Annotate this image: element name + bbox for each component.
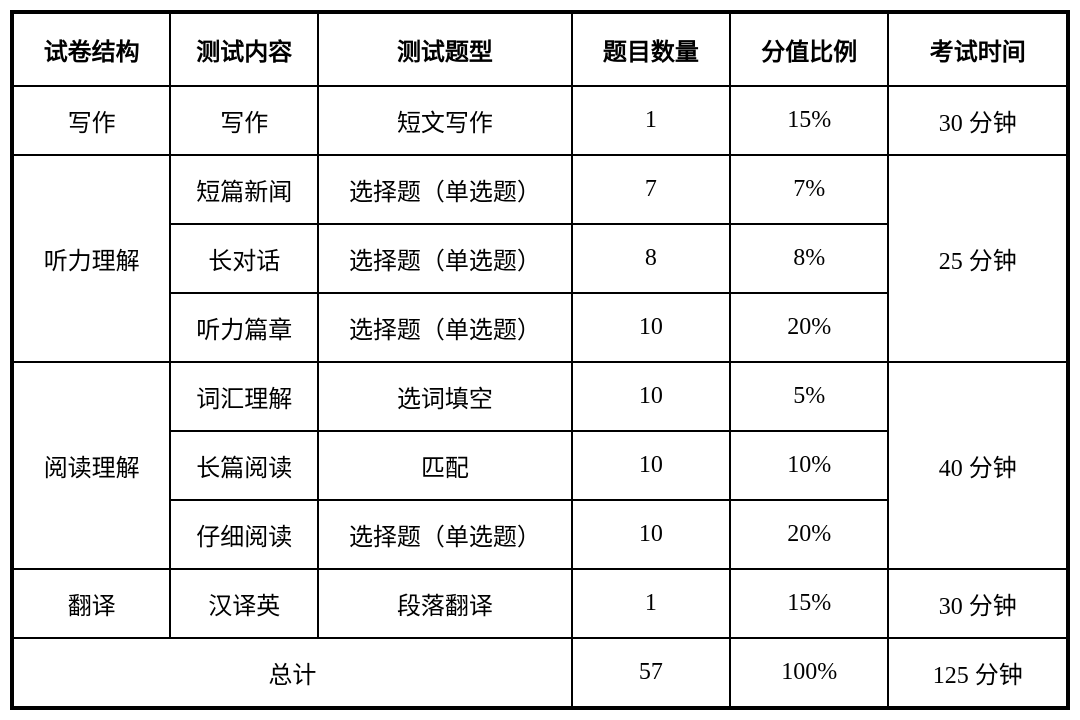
cell-time: 30 分钟 (888, 569, 1068, 638)
cell-content: 词汇理解 (170, 362, 318, 431)
cell-content: 听力篇章 (170, 293, 318, 362)
header-structure: 试卷结构 (12, 12, 170, 86)
cell-content: 仔细阅读 (170, 500, 318, 569)
cell-count: 7 (572, 155, 730, 224)
cell-type: 选择题（单选题） (318, 224, 571, 293)
cell-type: 选词填空 (318, 362, 571, 431)
cell-count: 10 (572, 293, 730, 362)
header-content: 测试内容 (170, 12, 318, 86)
cell-score: 5% (730, 362, 888, 431)
header-score: 分值比例 (730, 12, 888, 86)
cell-count: 1 (572, 86, 730, 155)
table-row: 听力理解 短篇新闻 选择题（单选题） 7 7% 25 分钟 (12, 155, 1068, 224)
cell-total-label: 总计 (12, 638, 572, 708)
cell-total-time: 125 分钟 (888, 638, 1068, 708)
header-time: 考试时间 (888, 12, 1068, 86)
table-row: 写作 写作 短文写作 1 15% 30 分钟 (12, 86, 1068, 155)
cell-score: 7% (730, 155, 888, 224)
cell-score: 10% (730, 431, 888, 500)
cell-count: 1 (572, 569, 730, 638)
cell-content: 短篇新闻 (170, 155, 318, 224)
cell-content: 长对话 (170, 224, 318, 293)
cell-count: 8 (572, 224, 730, 293)
cell-type: 匹配 (318, 431, 571, 500)
cell-content: 汉译英 (170, 569, 318, 638)
cell-score: 15% (730, 86, 888, 155)
cell-structure: 听力理解 (12, 155, 170, 362)
table-row: 阅读理解 词汇理解 选词填空 10 5% 40 分钟 (12, 362, 1068, 431)
cell-score: 8% (730, 224, 888, 293)
table-row: 翻译 汉译英 段落翻译 1 15% 30 分钟 (12, 569, 1068, 638)
cell-content: 长篇阅读 (170, 431, 318, 500)
cell-score: 15% (730, 569, 888, 638)
cell-score: 20% (730, 500, 888, 569)
cell-structure: 阅读理解 (12, 362, 170, 569)
cell-total-score: 100% (730, 638, 888, 708)
cell-score: 20% (730, 293, 888, 362)
cell-type: 短文写作 (318, 86, 571, 155)
cell-time: 25 分钟 (888, 155, 1068, 362)
table-row-total: 总计 57 100% 125 分钟 (12, 638, 1068, 708)
cell-count: 10 (572, 431, 730, 500)
table-header-row: 试卷结构 测试内容 测试题型 题目数量 分值比例 考试时间 (12, 12, 1068, 86)
cell-total-count: 57 (572, 638, 730, 708)
exam-structure-table: 试卷结构 测试内容 测试题型 题目数量 分值比例 考试时间 写作 写作 短文写作… (10, 10, 1070, 710)
cell-structure: 翻译 (12, 569, 170, 638)
cell-type: 选择题（单选题） (318, 155, 571, 224)
cell-structure: 写作 (12, 86, 170, 155)
cell-time: 40 分钟 (888, 362, 1068, 569)
cell-type: 选择题（单选题） (318, 500, 571, 569)
header-type: 测试题型 (318, 12, 571, 86)
header-count: 题目数量 (572, 12, 730, 86)
cell-count: 10 (572, 500, 730, 569)
cell-type: 选择题（单选题） (318, 293, 571, 362)
cell-type: 段落翻译 (318, 569, 571, 638)
cell-count: 10 (572, 362, 730, 431)
cell-content: 写作 (170, 86, 318, 155)
cell-time: 30 分钟 (888, 86, 1068, 155)
